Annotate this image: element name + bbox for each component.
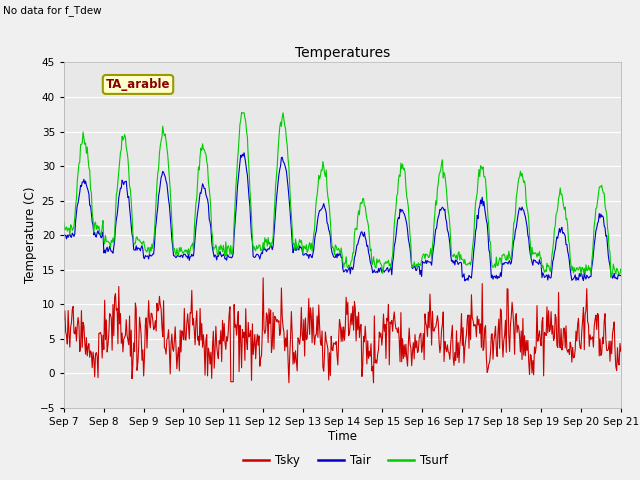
Tsurf <box>530 250 538 256</box>
Tsurf <box>60 219 68 225</box>
Tsky <box>150 325 158 331</box>
Tair <box>243 167 250 173</box>
Text: No data for f_Tdew: No data for f_Tdew <box>3 5 102 16</box>
Tair <box>150 242 158 248</box>
Tair <box>209 246 216 252</box>
Legend: Tsky, Tair, Tsurf: Tsky, Tair, Tsurf <box>239 449 452 472</box>
Tair <box>531 258 538 264</box>
Tsurf <box>209 234 216 240</box>
Tair <box>76 189 84 195</box>
Tsky <box>617 348 625 354</box>
Tsurf <box>237 109 245 115</box>
Tsurf <box>617 266 625 272</box>
Line: Tsurf: Tsurf <box>64 112 621 277</box>
Tair <box>617 273 625 278</box>
Tair <box>240 150 248 156</box>
Tsky <box>209 343 216 348</box>
X-axis label: Time: Time <box>328 430 357 443</box>
Tair <box>566 266 574 272</box>
Tsurf <box>76 159 84 165</box>
Tsky <box>242 306 250 312</box>
Text: TA_arable: TA_arable <box>106 78 170 91</box>
Tsky <box>531 344 538 350</box>
Tsurf <box>150 230 158 236</box>
Tair <box>60 232 68 238</box>
Tsurf <box>566 240 573 246</box>
Tsky <box>370 380 378 385</box>
Tsky <box>566 339 574 345</box>
Title: Temperatures: Temperatures <box>295 46 390 60</box>
Line: Tair: Tair <box>64 153 621 281</box>
Tair <box>461 278 468 284</box>
Tsky <box>60 317 68 323</box>
Line: Tsky: Tsky <box>64 278 621 383</box>
Tsurf <box>607 275 614 280</box>
Y-axis label: Temperature (C): Temperature (C) <box>24 187 37 284</box>
Tsky <box>259 275 267 281</box>
Tsky <box>76 348 84 354</box>
Tsurf <box>243 129 250 135</box>
